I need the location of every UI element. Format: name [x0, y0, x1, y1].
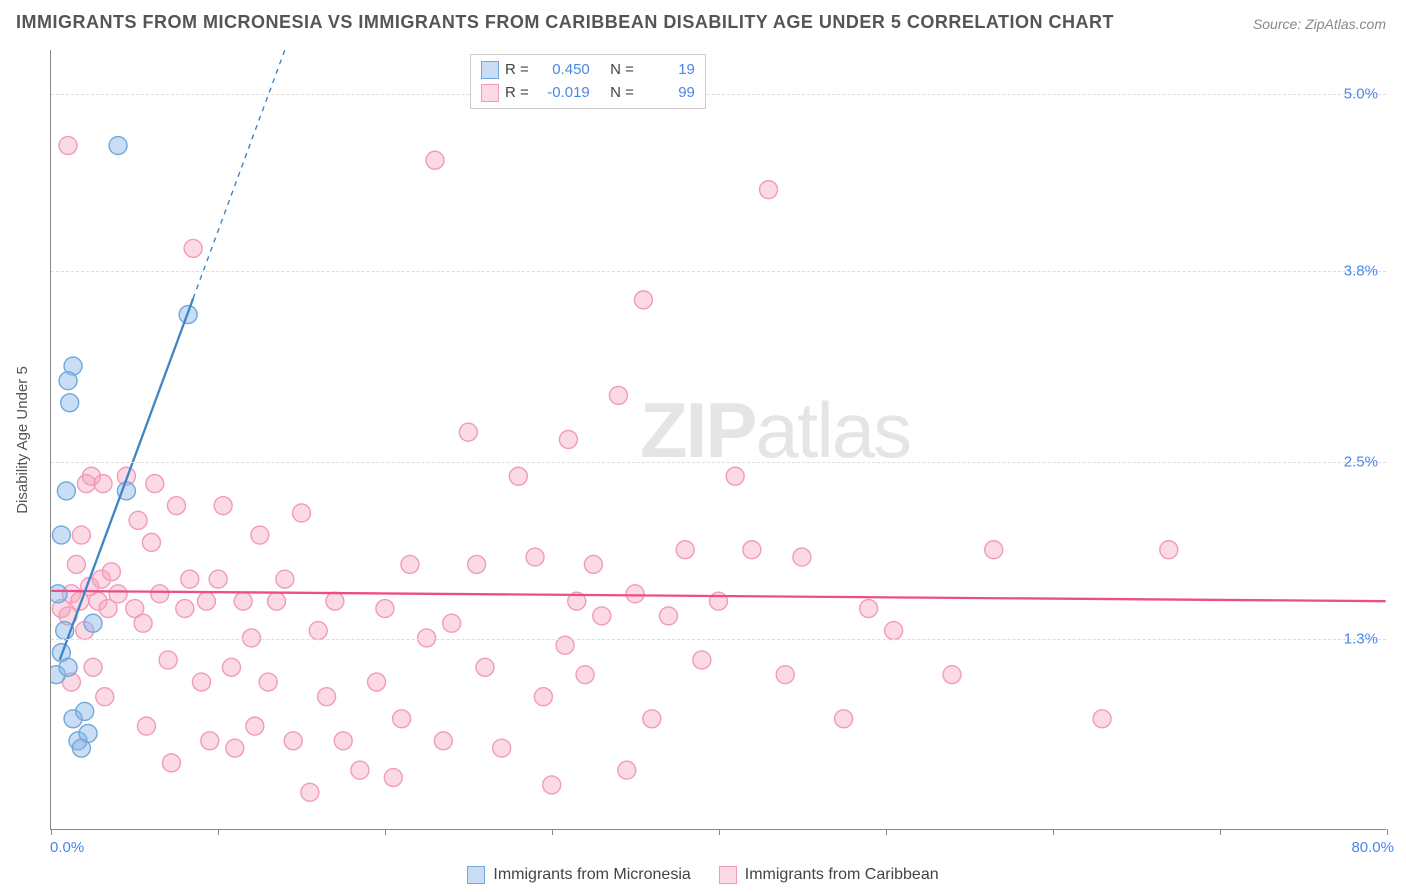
x-tick — [552, 829, 553, 835]
scatter-svg — [51, 50, 1386, 829]
caribbean-r-value: -0.019 — [535, 82, 590, 105]
gridline — [51, 271, 1386, 272]
legend-label-micronesia: Immigrants from Micronesia — [493, 866, 690, 884]
swatch-micronesia — [481, 61, 499, 79]
x-tick — [1053, 829, 1054, 835]
bottom-legend: Immigrants from Micronesia Immigrants fr… — [0, 866, 1406, 884]
stats-row-caribbean: R = -0.019 N = 99 — [481, 82, 695, 105]
x-max-label: 80.0% — [1351, 839, 1394, 856]
swatch-micronesia — [467, 866, 485, 884]
x-tick — [385, 829, 386, 835]
gridline — [51, 462, 1386, 463]
n-label: N = — [610, 59, 634, 82]
stats-legend: R = 0.450 N = 19 R = -0.019 N = 99 — [470, 54, 706, 109]
legend-label-caribbean: Immigrants from Caribbean — [745, 866, 939, 884]
y-tick-label: 3.8% — [1344, 262, 1378, 279]
r-label: R = — [505, 82, 529, 105]
y-axis-label: Disability Age Under 5 — [14, 366, 31, 514]
gridline — [51, 639, 1386, 640]
chart-title: IMMIGRANTS FROM MICRONESIA VS IMMIGRANTS… — [16, 12, 1114, 33]
swatch-caribbean — [719, 866, 737, 884]
y-tick-label: 2.5% — [1344, 454, 1378, 471]
swatch-caribbean — [481, 84, 499, 102]
caribbean-n-value: 99 — [640, 82, 695, 105]
legend-item-caribbean: Immigrants from Caribbean — [719, 866, 939, 884]
n-label: N = — [610, 82, 634, 105]
y-tick-label: 1.3% — [1344, 630, 1378, 647]
source-attribution: Source: ZipAtlas.com — [1253, 16, 1386, 32]
x-tick — [1220, 829, 1221, 835]
x-min-label: 0.0% — [50, 839, 84, 856]
legend-item-micronesia: Immigrants from Micronesia — [467, 866, 690, 884]
x-tick — [886, 829, 887, 835]
stats-row-micronesia: R = 0.450 N = 19 — [481, 59, 695, 82]
x-tick — [719, 829, 720, 835]
micronesia-r-value: 0.450 — [535, 59, 590, 82]
plot-area: 1.3% 2.5% 3.8% 5.0% — [50, 50, 1386, 830]
x-tick — [218, 829, 219, 835]
gridline — [51, 94, 1386, 95]
x-tick — [1387, 829, 1388, 835]
x-tick — [51, 829, 52, 835]
micronesia-n-value: 19 — [640, 59, 695, 82]
y-tick-label: 5.0% — [1344, 86, 1378, 103]
r-label: R = — [505, 59, 529, 82]
